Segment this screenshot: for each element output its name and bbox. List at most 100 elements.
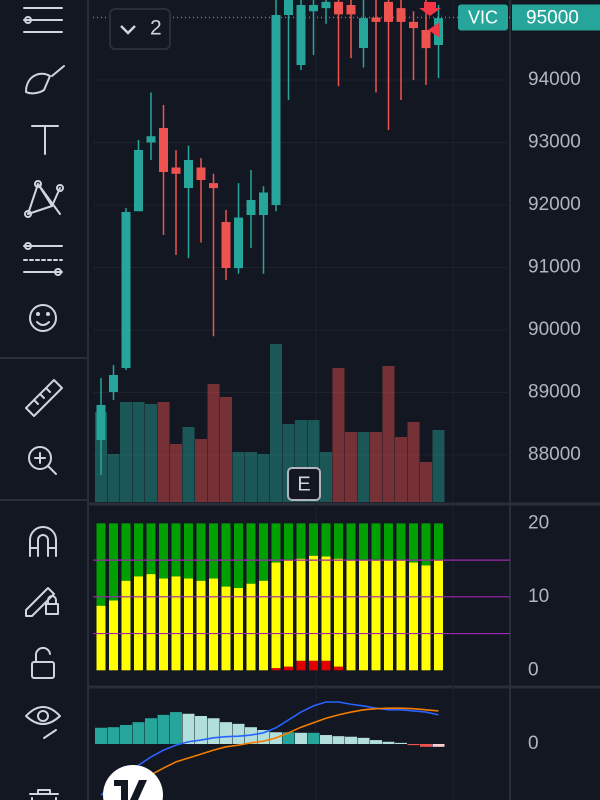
lock-drawings[interactable]	[25, 587, 59, 617]
histogram-bar	[295, 732, 307, 744]
y-tick-label: 93000	[528, 132, 581, 153]
candle-body	[184, 160, 193, 188]
oscillator-pane	[93, 523, 510, 671]
forecast-tool[interactable]	[23, 242, 63, 276]
y-tick-label: 89000	[528, 382, 581, 403]
stack-segment	[334, 558, 343, 667]
indicator-badge[interactable]: 2	[109, 8, 171, 50]
lines-tool[interactable]	[23, 7, 63, 33]
stack-segment	[296, 660, 306, 671]
logo-circle	[103, 765, 163, 800]
stack-segment	[209, 578, 218, 671]
price-label: 95000	[526, 8, 579, 29]
stack-segment	[234, 588, 243, 671]
volume-bar	[320, 452, 332, 502]
candle-body	[209, 183, 218, 189]
earnings-marker[interactable]: E	[287, 467, 321, 501]
histogram-bar	[370, 740, 382, 744]
volume-bar	[395, 437, 407, 502]
stack-segment	[196, 580, 206, 671]
stack-segment	[146, 523, 156, 575]
marker-label: E	[297, 473, 310, 495]
volume-bar	[270, 344, 282, 502]
histogram-bar	[332, 736, 345, 744]
y-tick-label: 10	[528, 586, 549, 607]
stack-segment	[246, 523, 256, 584]
stack-segment	[109, 600, 118, 671]
magnet-tool[interactable]	[29, 526, 57, 557]
candle-body	[146, 136, 156, 143]
candle-body	[196, 167, 206, 180]
candle-body	[334, 1, 343, 15]
trash-tool[interactable]	[29, 789, 59, 800]
logo[interactable]	[103, 765, 163, 800]
candle-body	[134, 150, 143, 212]
candle-body	[246, 200, 256, 215]
y-tick-label: 20	[528, 512, 549, 533]
stack-segment	[371, 560, 381, 671]
histogram-bar	[307, 732, 320, 744]
stack-segment	[334, 666, 343, 671]
stack-segment	[134, 523, 143, 577]
symbol-label-bg	[458, 4, 508, 31]
stack-segment	[171, 576, 181, 671]
stack-segment	[396, 523, 406, 561]
volume-bar	[257, 454, 270, 502]
stack-segment	[271, 523, 281, 563]
stack-segment	[309, 555, 318, 661]
volume-bar	[157, 402, 170, 502]
ruler-tool[interactable]	[25, 379, 63, 417]
stack-segment	[246, 583, 256, 671]
histogram-bar	[170, 712, 182, 744]
pattern-tool[interactable]	[24, 180, 64, 218]
volume-bar	[357, 432, 370, 502]
visibility-tool[interactable]	[25, 706, 61, 739]
volume-bar	[382, 366, 395, 502]
candle-body	[409, 21, 418, 29]
text-tool[interactable]	[31, 125, 59, 155]
stack-segment	[221, 586, 231, 671]
candle-body	[296, 5, 306, 65]
price-axis: 88000 89000 90000 91000 92000 93000 94000 0 10 20…	[528, 69, 581, 754]
stack-segment	[309, 523, 318, 556]
volume-bar	[370, 432, 382, 502]
stack-segment	[409, 523, 418, 563]
marker-box	[287, 467, 321, 501]
stack-segment	[96, 523, 106, 606]
y-tick-label: 92000	[528, 194, 581, 215]
stack-segment	[196, 523, 206, 581]
stack-segment	[121, 523, 131, 581]
histogram-bar	[195, 716, 207, 744]
emoji-tool[interactable]	[29, 304, 57, 332]
stack-segment	[184, 523, 193, 579]
candle-body	[96, 405, 106, 440]
lock-tool[interactable]	[31, 646, 55, 679]
brush-tool[interactable]	[25, 65, 65, 95]
stack-segment	[171, 523, 181, 577]
stack-segment	[309, 660, 318, 671]
candle-body	[396, 8, 406, 22]
sell-arrow	[419, 2, 441, 16]
volume-bar	[145, 404, 157, 502]
indicator-line	[113, 707, 439, 798]
histogram-bar	[420, 744, 432, 747]
stack-segment	[284, 523, 293, 561]
histogram-bar	[407, 744, 420, 746]
volume-bar	[332, 368, 345, 502]
stack-segment	[396, 560, 406, 671]
candle-body	[234, 217, 243, 269]
stack-segment	[359, 560, 368, 671]
volume-bar	[132, 402, 145, 502]
stack-segment	[109, 523, 118, 601]
logo-mark	[114, 780, 147, 800]
stack-segment	[371, 523, 381, 561]
candle-body	[321, 1, 331, 9]
histogram-bar	[95, 727, 107, 744]
volume-bar	[170, 444, 182, 502]
stack-segment	[184, 578, 193, 671]
candle-body	[171, 167, 181, 174]
zoom-tool[interactable]	[28, 446, 57, 475]
histogram-bar	[282, 732, 295, 744]
volume-bar	[207, 384, 220, 502]
histogram-bar	[395, 742, 407, 744]
